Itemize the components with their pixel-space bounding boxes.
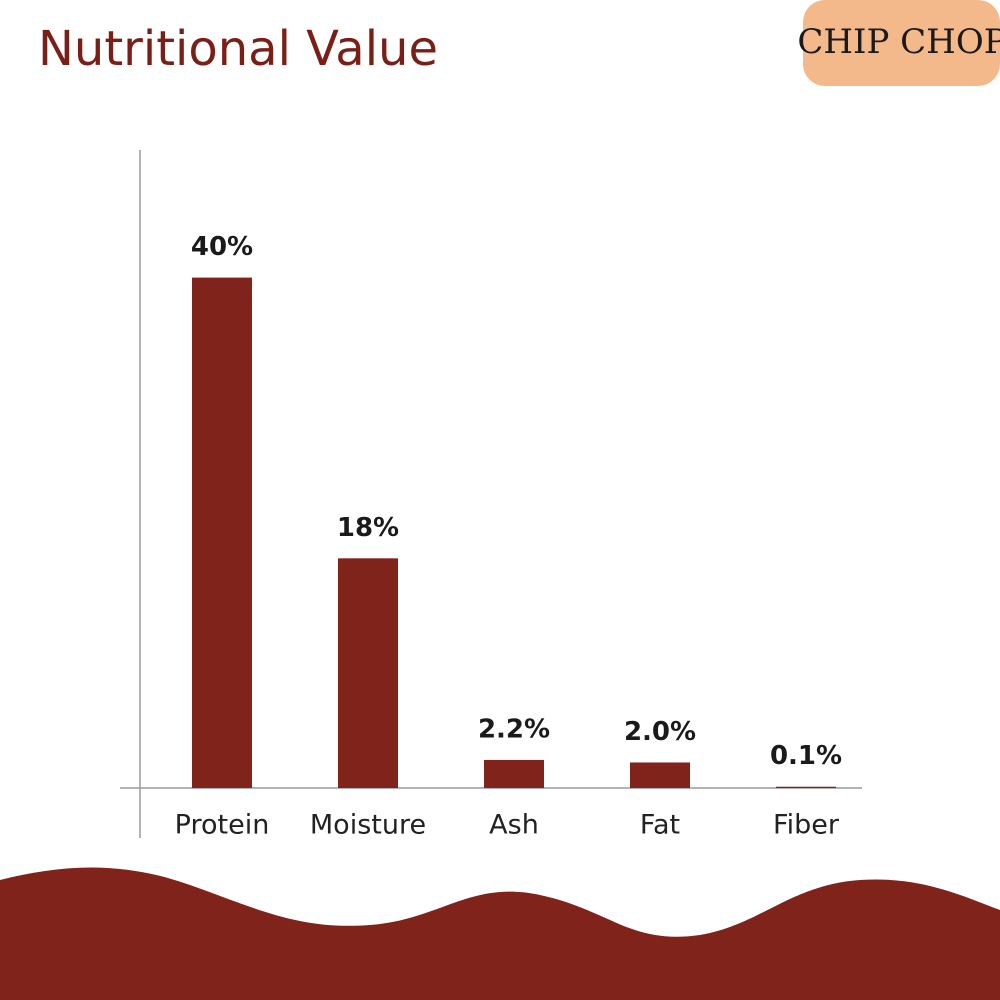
value-label: 18% — [337, 513, 399, 543]
x-tick-label: Fat — [640, 810, 680, 841]
value-label: 2.0% — [624, 717, 696, 747]
value-label: 0.1% — [770, 741, 842, 771]
value-label: 2.2% — [478, 714, 550, 744]
chart-title: Nutritional Value — [38, 21, 438, 77]
x-tick-label: Protein — [175, 810, 270, 841]
x-tick-label: Ash — [489, 810, 539, 841]
decorative-wave — [0, 867, 1000, 1000]
bar — [630, 762, 690, 788]
value-label: 40% — [191, 232, 253, 262]
logo-badge — [803, 0, 1000, 86]
x-tick-label: Moisture — [310, 810, 426, 841]
logo-text: CHIP CHOP — [797, 22, 1000, 62]
bar — [192, 277, 252, 788]
bar — [338, 558, 398, 788]
x-tick-label: Fiber — [773, 810, 840, 841]
bar — [776, 786, 836, 788]
bar — [484, 759, 544, 788]
